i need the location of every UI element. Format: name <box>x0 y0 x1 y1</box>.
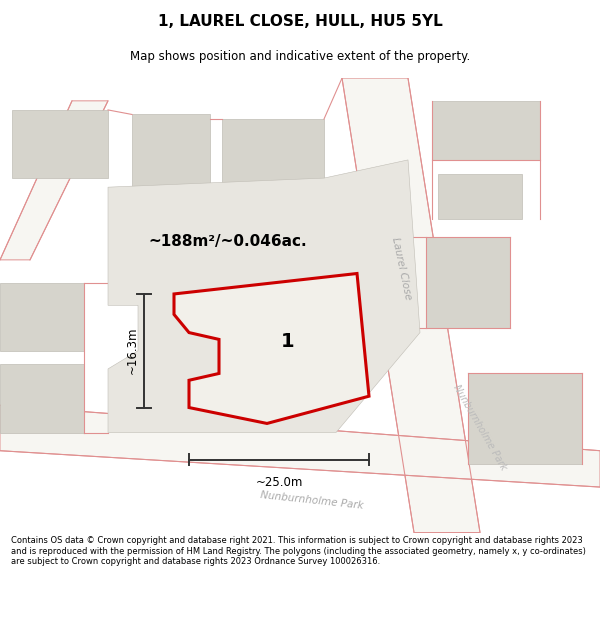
Polygon shape <box>174 274 369 424</box>
Polygon shape <box>468 374 582 464</box>
Polygon shape <box>342 78 480 532</box>
Polygon shape <box>426 237 510 328</box>
Polygon shape <box>438 174 522 219</box>
Text: 1, LAUREL CLOSE, HULL, HU5 5YL: 1, LAUREL CLOSE, HULL, HU5 5YL <box>158 14 442 29</box>
Text: Laurel Close: Laurel Close <box>391 237 413 301</box>
Polygon shape <box>0 405 600 487</box>
Polygon shape <box>12 110 108 178</box>
Polygon shape <box>132 114 210 187</box>
Text: Contains OS data © Crown copyright and database right 2021. This information is : Contains OS data © Crown copyright and d… <box>11 536 586 566</box>
Polygon shape <box>0 364 84 432</box>
Text: ~16.3m: ~16.3m <box>125 327 139 374</box>
Text: ~188m²/~0.046ac.: ~188m²/~0.046ac. <box>149 234 307 249</box>
Text: Nunburnholme Park: Nunburnholme Park <box>451 384 509 472</box>
Polygon shape <box>432 101 540 160</box>
Text: Nunburnholme Park: Nunburnholme Park <box>260 490 364 511</box>
Polygon shape <box>222 119 324 196</box>
Polygon shape <box>108 160 420 432</box>
Text: 1: 1 <box>281 332 295 351</box>
Text: Map shows position and indicative extent of the property.: Map shows position and indicative extent… <box>130 50 470 62</box>
Polygon shape <box>0 282 84 351</box>
Text: ~25.0m: ~25.0m <box>256 476 302 489</box>
Polygon shape <box>0 101 108 260</box>
